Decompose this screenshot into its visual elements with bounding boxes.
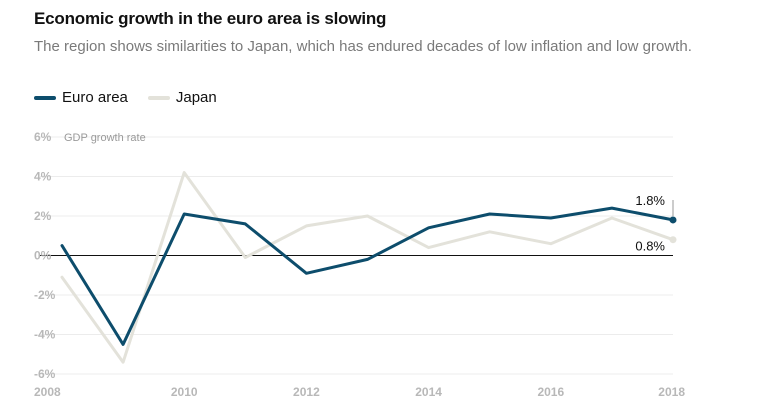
end-point-euro-area [669, 216, 677, 224]
y-tick-label: -2% [34, 288, 56, 302]
series-line-japan [60, 171, 675, 364]
x-tick-label: 2016 [537, 385, 564, 399]
x-tick-label: 2012 [293, 385, 320, 399]
y-tick-label: 4% [34, 170, 52, 184]
legend: Euro area Japan [34, 89, 237, 106]
legend-swatch-euro-area [34, 95, 56, 100]
chart-title: Economic growth in the euro area is slow… [34, 9, 387, 28]
x-tick-label: 2010 [171, 385, 198, 399]
legend-item-euro-area: Euro area [34, 89, 128, 106]
legend-swatch-japan [147, 95, 170, 100]
legend-item-japan: Japan [147, 89, 217, 106]
y-axis-label: GDP growth rate [64, 132, 146, 144]
y-tick-label: 2% [34, 209, 52, 223]
end-label-euro-area: 1.8% [635, 193, 665, 208]
x-tick-label: 2014 [415, 385, 442, 399]
series-line-euro-area [60, 206, 675, 346]
y-tick-label: 6% [34, 130, 52, 144]
x-tick-label: 2008 [34, 385, 61, 399]
y-tick-label: -4% [34, 328, 56, 342]
y-tick-label: 0% [34, 249, 52, 263]
chart-subtitle: The region shows similarities to Japan, … [34, 38, 692, 55]
y-tick-label: -6% [34, 367, 56, 381]
legend-label-euro-area: Euro area [62, 89, 128, 106]
end-point-japan [669, 236, 677, 244]
end-label-japan: 0.8% [635, 239, 665, 254]
legend-label-japan: Japan [175, 89, 217, 106]
x-tick-label: 2018 [658, 385, 685, 399]
